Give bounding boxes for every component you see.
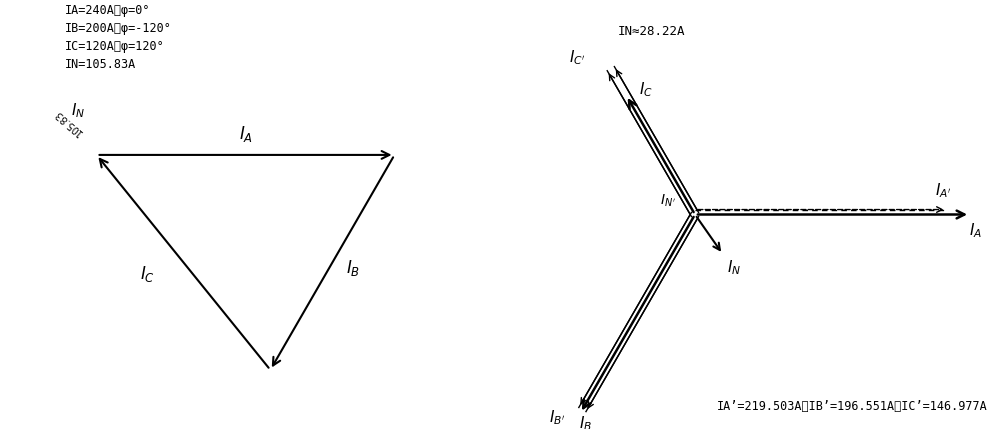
Text: IN≈28.22A: IN≈28.22A xyxy=(618,25,686,38)
Text: $I_{B'}$: $I_{B'}$ xyxy=(549,408,566,427)
Text: $I_B$: $I_B$ xyxy=(579,414,592,429)
Text: $I_N$: $I_N$ xyxy=(71,101,85,120)
Text: $I_{C'}$: $I_{C'}$ xyxy=(569,48,586,67)
Text: $I_N$: $I_N$ xyxy=(727,259,741,277)
Text: $I_A$: $I_A$ xyxy=(239,124,253,144)
Text: $I_{A'}$: $I_{A'}$ xyxy=(935,181,952,199)
Text: IA’=219.503A、IB’=196.551A、IC’=146.977A: IA’=219.503A、IB’=196.551A、IC’=146.977A xyxy=(717,399,988,413)
Text: $I_A$: $I_A$ xyxy=(969,222,982,240)
Text: $I_C$: $I_C$ xyxy=(140,264,155,284)
Text: 105.83: 105.83 xyxy=(52,108,84,137)
Text: $I_C$: $I_C$ xyxy=(639,81,652,99)
Text: IA=240A、φ=0°
IB=200A、φ=-120°
IC=120A、φ=120°
IN=105.83A: IA=240A、φ=0° IB=200A、φ=-120° IC=120A、φ=1… xyxy=(65,4,171,71)
Text: $I_{N'}$: $I_{N'}$ xyxy=(660,193,675,209)
Text: $I_B$: $I_B$ xyxy=(346,258,360,278)
